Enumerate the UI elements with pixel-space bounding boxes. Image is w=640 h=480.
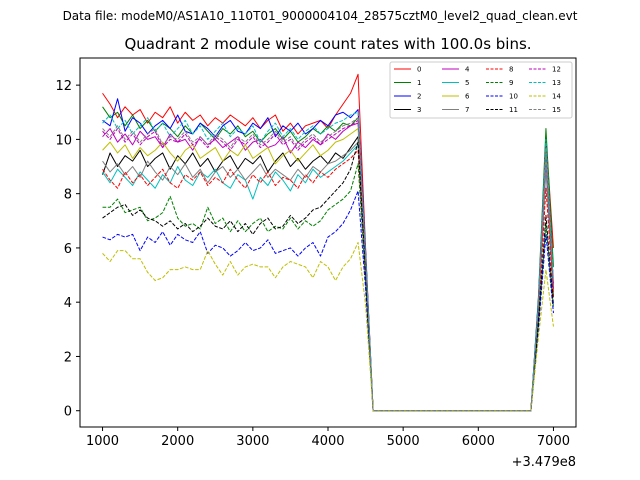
- x-tick-label-3000: 3000: [236, 434, 269, 449]
- legend-label-0: 0: [417, 66, 421, 74]
- legend-entry-12: 12: [529, 66, 561, 74]
- legend-label-10: 10: [509, 93, 518, 101]
- legend-label-5: 5: [465, 79, 469, 87]
- y-tick-label-12: 12: [55, 79, 72, 94]
- figure-suptitle: Data file: modeM0/AS1A10_110T01_90000041…: [63, 9, 578, 23]
- legend-label-2: 2: [417, 93, 421, 101]
- legend-entry-6: 6: [442, 93, 470, 101]
- legend-label-8: 8: [509, 66, 513, 74]
- legend-entry-7: 7: [442, 106, 469, 114]
- legend-label-4: 4: [465, 66, 470, 74]
- legend-label-7: 7: [465, 106, 469, 114]
- y-tick-label-8: 8: [64, 188, 72, 203]
- legend-label-11: 11: [509, 106, 518, 114]
- legend-entry-0: 0: [394, 66, 421, 74]
- y-tick-label-4: 4: [64, 296, 72, 311]
- legend-label-1: 1: [417, 79, 421, 87]
- chart-title: Quadrant 2 module wise count rates with …: [124, 35, 531, 53]
- legend-label-12: 12: [552, 66, 561, 74]
- x-tick-label-5000: 5000: [387, 434, 420, 449]
- legend-entry-4: 4: [442, 66, 470, 74]
- legend-entry-8: 8: [486, 66, 513, 74]
- x-tick-label-4000: 4000: [311, 434, 344, 449]
- legend-label-9: 9: [509, 79, 513, 87]
- series-line-15: [102, 117, 554, 412]
- y-tick-label-10: 10: [55, 133, 72, 148]
- legend-label-14: 14: [552, 93, 561, 101]
- legend-label-15: 15: [552, 106, 561, 114]
- y-tick-label-6: 6: [64, 242, 72, 257]
- legend-entry-11: 11: [486, 106, 518, 114]
- x-tick-label-7000: 7000: [537, 434, 570, 449]
- x-tick-label-1000: 1000: [86, 434, 119, 449]
- x-tick-label-2000: 2000: [161, 434, 194, 449]
- plot-area: [79, 57, 577, 428]
- legend-entry-9: 9: [486, 79, 513, 87]
- legend-entry-10: 10: [486, 93, 518, 101]
- legend-entry-2: 2: [394, 93, 421, 101]
- x-offset-label: +3.479e8: [512, 455, 576, 470]
- legend-label-6: 6: [465, 93, 470, 101]
- legend-label-3: 3: [417, 106, 421, 114]
- x-tick-label-6000: 6000: [462, 434, 495, 449]
- legend-entry-5: 5: [442, 79, 469, 87]
- y-tick-label-2: 2: [64, 350, 72, 365]
- legend-entry-13: 13: [529, 79, 561, 87]
- y-tick-label-0: 0: [64, 405, 72, 420]
- legend-label-13: 13: [552, 79, 561, 87]
- legend-entry-14: 14: [529, 93, 561, 101]
- legend-frame: [389, 61, 573, 119]
- legend-entry-3: 3: [394, 106, 421, 114]
- y-axis: 0 2 4 6 8 10 12: [55, 79, 80, 420]
- legend-entry-15: 15: [529, 106, 561, 114]
- x-axis: 1000 2000 3000 4000 5000 6000 7000: [86, 427, 570, 449]
- legend-entry-1: 1: [394, 79, 421, 87]
- series-layer: [102, 73, 554, 412]
